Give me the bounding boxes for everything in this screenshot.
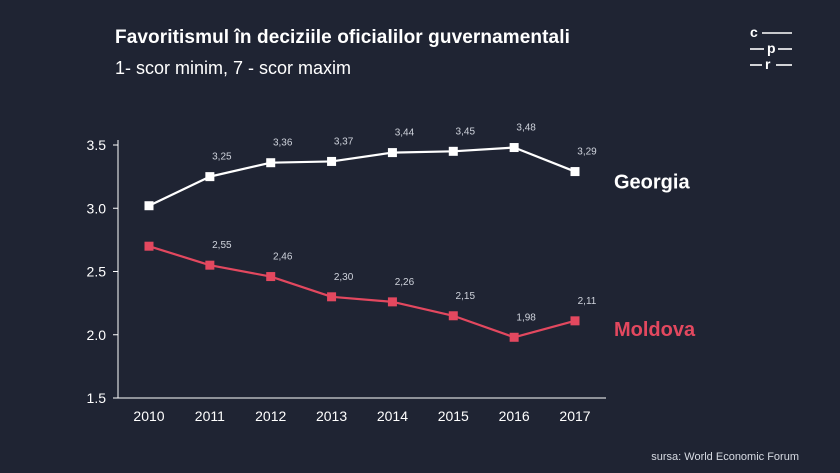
moldova-value-label: 2,26 bbox=[395, 277, 415, 288]
georgia-value-label: 3,37 bbox=[334, 136, 354, 147]
georgia-line bbox=[148, 146, 576, 207]
moldova-value-label: 1,98 bbox=[516, 312, 536, 323]
moldova-series-label: Moldova bbox=[614, 319, 696, 341]
moldova-value-label: 2,46 bbox=[273, 252, 293, 263]
georgia-value-label: 3,29 bbox=[577, 147, 597, 158]
y-tick-label: 3.0 bbox=[87, 200, 107, 216]
georgia-point bbox=[509, 143, 519, 153]
georgia-series-label: Georgia bbox=[614, 172, 690, 194]
y-tick-label: 2.0 bbox=[87, 327, 107, 343]
x-tick-label: 2012 bbox=[255, 408, 286, 424]
x-tick-label: 2013 bbox=[316, 408, 347, 424]
x-tick-label: 2014 bbox=[377, 408, 408, 424]
moldova-point bbox=[570, 316, 580, 326]
y-tick-label: 1.5 bbox=[87, 390, 107, 406]
logo-letter-r: r bbox=[765, 56, 771, 72]
georgia-value-label: 3,45 bbox=[456, 126, 476, 137]
chart-title: Favoritismul în deciziile oficialilor gu… bbox=[115, 27, 570, 48]
x-tick-label: 2010 bbox=[133, 408, 164, 424]
moldova-value-label: 2,11 bbox=[578, 296, 597, 307]
georgia-point bbox=[205, 172, 215, 182]
logo-letter-p: p bbox=[767, 40, 776, 56]
moldova-point bbox=[205, 260, 215, 270]
x-tick-label: 2011 bbox=[195, 408, 225, 424]
source-note: sursa: World Economic Forum bbox=[651, 451, 799, 463]
georgia-value-label: 3,44 bbox=[395, 128, 415, 139]
georgia-point bbox=[266, 158, 276, 168]
moldova-line bbox=[148, 245, 576, 339]
georgia-value-label: 3,36 bbox=[273, 138, 293, 149]
georgia-point bbox=[448, 146, 458, 156]
moldova-point bbox=[387, 297, 397, 307]
georgia-point bbox=[570, 167, 580, 177]
moldova-point bbox=[266, 272, 276, 282]
y-tick-label: 2.5 bbox=[87, 264, 107, 280]
georgia-point bbox=[144, 201, 154, 211]
moldova-point bbox=[327, 292, 337, 302]
moldova-value-label: 2,55 bbox=[212, 240, 232, 251]
moldova-value-label: 2,30 bbox=[334, 272, 354, 283]
georgia-point bbox=[387, 148, 397, 158]
moldova-point bbox=[448, 311, 458, 321]
x-tick-label: 2017 bbox=[559, 408, 590, 424]
x-tick-label: 2016 bbox=[499, 408, 530, 424]
logo-letter-c: c bbox=[750, 24, 758, 40]
georgia-value-label: 3,48 bbox=[516, 123, 536, 134]
georgia-point bbox=[327, 156, 337, 166]
x-tick-label: 2015 bbox=[438, 408, 469, 424]
georgia-value-label: 3,25 bbox=[212, 152, 232, 163]
moldova-value-label: 2,15 bbox=[456, 291, 476, 302]
chart-subtitle: 1- scor minim, 7 - scor maxim bbox=[115, 58, 352, 78]
cpr-logo: c p r bbox=[750, 24, 792, 72]
y-tick-label: 3.5 bbox=[87, 137, 107, 153]
moldova-point bbox=[509, 332, 519, 342]
moldova-point bbox=[144, 241, 154, 251]
